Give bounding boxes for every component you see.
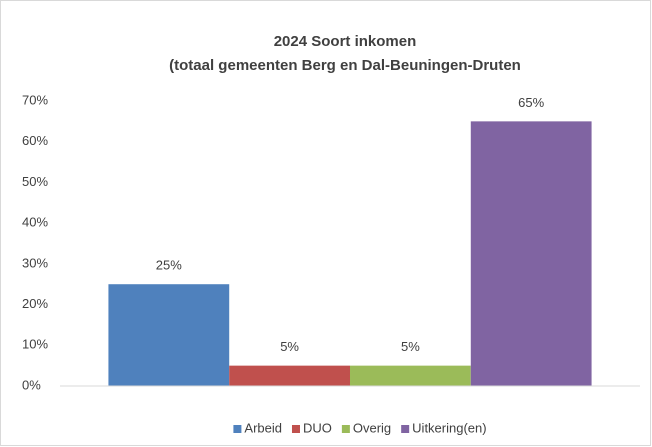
legend-swatch	[341, 425, 350, 433]
bar	[108, 284, 230, 386]
y-tick-label: 10%	[22, 337, 48, 352]
y-tick-label: 30%	[22, 255, 48, 270]
legend-swatch	[291, 425, 300, 433]
y-tick-label: 50%	[22, 174, 48, 189]
data-label: 65%	[518, 95, 544, 110]
legend-label: Overig	[353, 420, 391, 435]
legend-label: DUO	[303, 420, 332, 435]
legend-label: Arbeid	[244, 420, 282, 435]
legend-swatch	[233, 425, 242, 433]
legend-swatch	[401, 425, 410, 433]
y-tick-label: 20%	[22, 296, 48, 311]
data-label: 5%	[280, 339, 299, 354]
y-tick-label: 40%	[22, 215, 48, 230]
data-label: 25%	[156, 258, 182, 273]
y-tick-label: 60%	[22, 133, 48, 148]
y-tick-label: 0%	[22, 377, 41, 392]
bar	[470, 121, 592, 386]
bar	[229, 365, 350, 386]
legend-label: Uitkering(en)	[412, 420, 486, 435]
bar	[350, 365, 471, 386]
data-label: 5%	[401, 339, 420, 354]
y-tick-label: 70%	[22, 92, 48, 107]
chart-subtitle: (totaal gemeenten Berg en Dal-Beuningen-…	[169, 57, 521, 74]
chart-title: 2024 Soort inkomen	[274, 33, 417, 50]
